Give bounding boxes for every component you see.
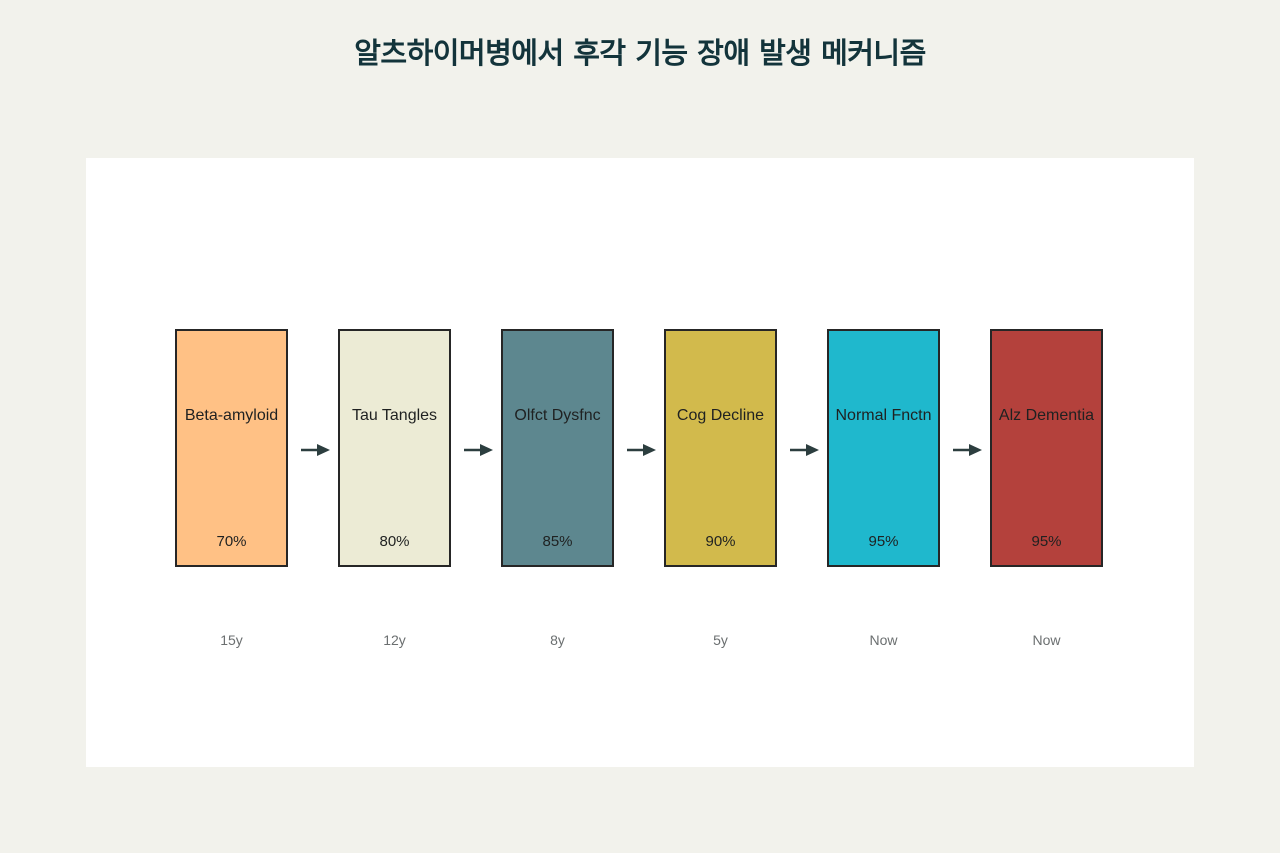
arrow-right-icon [790,444,819,456]
stage-alzheimers-dementia: Alz Dementia 95% [990,329,1103,567]
stage-time-label: 5y [713,632,728,648]
arrow-right-icon [464,444,493,456]
diagram-title: 알츠하이머병에서 후각 기능 장애 발생 메커니즘 [354,36,926,70]
stage-percent: 85% [542,533,573,550]
stage-label: Tau Tangles [351,407,438,424]
arrow-right-icon [301,444,330,456]
stage-percent: 80% [379,533,410,550]
stage-percent: 70% [216,533,247,550]
stage-label: Cog Decline [676,407,765,424]
stage-time-label: 12y [383,632,406,648]
stage-olfactory-dysfunction: Olfct Dysfnc 85% [501,329,614,567]
stage-time-label: 15y [220,632,243,648]
arrow-right-icon [627,444,656,456]
stage-label: Beta-amyloid [184,407,279,424]
stage-percent: 95% [1031,533,1062,550]
stage-label: Olfct Dysfnc [514,407,601,424]
stage-time-label: Now [869,632,898,648]
stage-time-label: 8y [550,632,565,648]
stage-cognitive-decline: Cog Decline 90% [664,329,777,567]
stage-tau-tangles: Tau Tangles 80% [338,329,451,567]
stage-normal-function: Normal Fnctn 95% [827,329,940,567]
stage-time-label: Now [1032,632,1061,648]
diagram-panel: Beta-amyloid 70% 15y Tau Tangles 80% 12y… [86,158,1194,767]
arrow-right-icon [953,444,982,456]
stage-beta-amyloid: Beta-amyloid 70% [175,329,288,567]
stage-percent: 90% [705,533,736,550]
stage-label: Normal Fnctn [835,407,932,424]
stage-percent: 95% [868,533,899,550]
stage-label: Alz Dementia [998,407,1095,424]
